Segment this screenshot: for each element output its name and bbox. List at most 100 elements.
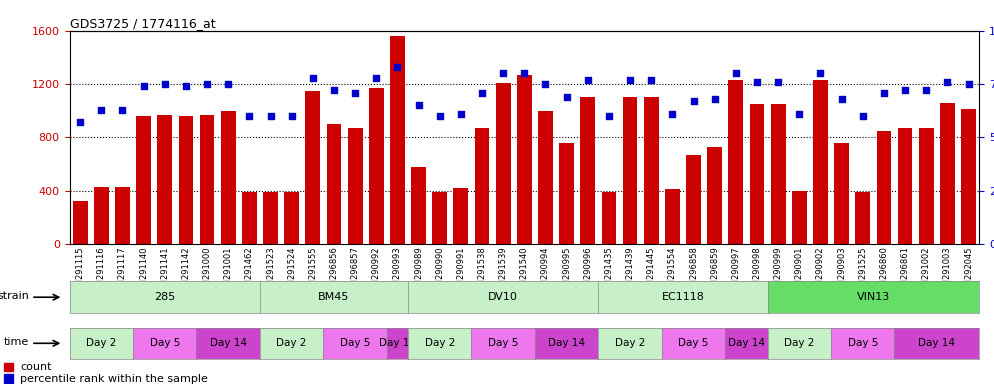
- Text: Day 2: Day 2: [276, 338, 307, 348]
- Bar: [856, 192, 870, 244]
- Point: [93, 106, 109, 113]
- Point: [538, 81, 554, 87]
- Point: [707, 96, 723, 102]
- Point: [643, 77, 659, 83]
- Bar: [157, 115, 172, 244]
- Text: Day 5: Day 5: [848, 338, 878, 348]
- Point: [517, 70, 533, 76]
- Bar: [560, 142, 575, 244]
- Text: GDS3725 / 1774116_at: GDS3725 / 1774116_at: [70, 17, 216, 30]
- Text: Day 14: Day 14: [210, 338, 247, 348]
- Point: [135, 83, 151, 89]
- Point: [283, 113, 299, 119]
- Point: [411, 102, 426, 108]
- Point: [73, 119, 88, 126]
- Bar: [918, 128, 933, 244]
- Bar: [221, 111, 236, 244]
- Bar: [749, 104, 764, 244]
- Bar: [115, 187, 130, 244]
- Point: [114, 106, 130, 113]
- Point: [791, 111, 807, 117]
- Text: Day 5: Day 5: [678, 338, 709, 348]
- Text: BM45: BM45: [318, 292, 350, 302]
- Text: Day 2: Day 2: [784, 338, 814, 348]
- Point: [157, 81, 173, 87]
- Bar: [622, 97, 637, 244]
- Point: [834, 96, 850, 102]
- Point: [474, 89, 490, 96]
- Text: time: time: [4, 337, 29, 347]
- Bar: [538, 111, 553, 244]
- Point: [242, 113, 257, 119]
- Text: strain: strain: [0, 291, 29, 301]
- Text: Day 14: Day 14: [728, 338, 765, 348]
- Point: [939, 79, 955, 85]
- Bar: [474, 128, 489, 244]
- Point: [664, 111, 680, 117]
- Point: [495, 70, 511, 76]
- Point: [749, 79, 765, 85]
- Text: Day 14: Day 14: [548, 338, 585, 348]
- Point: [347, 89, 363, 96]
- Text: Day 14: Day 14: [379, 338, 415, 348]
- Bar: [792, 190, 807, 244]
- Point: [453, 111, 469, 117]
- Text: Day 2: Day 2: [615, 338, 645, 348]
- Point: [812, 70, 828, 76]
- Point: [305, 74, 321, 81]
- Bar: [93, 187, 108, 244]
- Bar: [813, 80, 828, 244]
- Bar: [729, 80, 744, 244]
- Bar: [940, 103, 955, 244]
- Point: [918, 87, 934, 93]
- Bar: [412, 167, 426, 244]
- Bar: [327, 124, 341, 244]
- Bar: [686, 155, 701, 244]
- Bar: [770, 104, 785, 244]
- Point: [262, 113, 278, 119]
- Point: [431, 113, 447, 119]
- Bar: [601, 192, 616, 244]
- Bar: [496, 83, 511, 244]
- Text: EC1118: EC1118: [662, 292, 705, 302]
- Point: [199, 81, 215, 87]
- Bar: [200, 115, 215, 244]
- Text: Day 14: Day 14: [918, 338, 955, 348]
- Point: [390, 64, 406, 70]
- Text: Day 5: Day 5: [488, 338, 519, 348]
- Point: [770, 79, 786, 85]
- Bar: [961, 109, 976, 244]
- Text: VIN13: VIN13: [857, 292, 890, 302]
- Bar: [834, 142, 849, 244]
- Point: [559, 94, 575, 100]
- Point: [855, 113, 871, 119]
- Bar: [5, 374, 14, 383]
- Text: percentile rank within the sample: percentile rank within the sample: [20, 374, 208, 384]
- Text: DV10: DV10: [488, 292, 518, 302]
- Bar: [432, 192, 447, 244]
- Text: count: count: [20, 362, 52, 372]
- Point: [221, 81, 237, 87]
- Bar: [73, 201, 87, 244]
- Point: [728, 70, 744, 76]
- Point: [898, 87, 913, 93]
- Bar: [5, 362, 14, 371]
- Point: [686, 98, 702, 104]
- Bar: [284, 192, 299, 244]
- Text: Day 5: Day 5: [340, 338, 371, 348]
- Bar: [305, 91, 320, 244]
- Point: [326, 87, 342, 93]
- Bar: [263, 192, 278, 244]
- Point: [580, 77, 595, 83]
- Point: [369, 74, 385, 81]
- Bar: [136, 116, 151, 244]
- Bar: [644, 97, 659, 244]
- Bar: [348, 128, 363, 244]
- Bar: [877, 131, 892, 244]
- Bar: [390, 36, 405, 244]
- Text: Day 2: Day 2: [424, 338, 455, 348]
- Bar: [708, 147, 722, 244]
- Text: Day 5: Day 5: [149, 338, 180, 348]
- Bar: [242, 192, 256, 244]
- Bar: [517, 74, 532, 244]
